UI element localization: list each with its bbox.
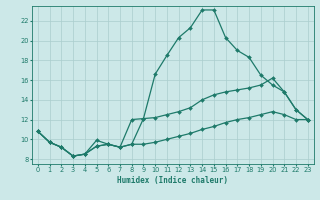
X-axis label: Humidex (Indice chaleur): Humidex (Indice chaleur) bbox=[117, 176, 228, 185]
